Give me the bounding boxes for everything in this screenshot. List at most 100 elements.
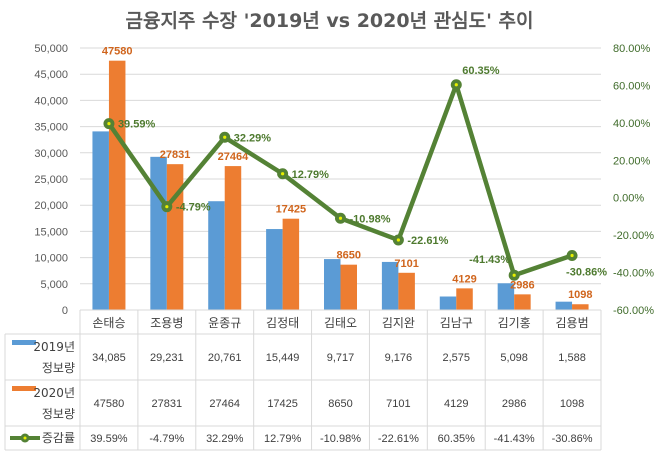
table-cell-2019: 1,588 [558,352,586,364]
table-cell-2019: 29,231 [150,352,184,364]
table-cell-2020: 17425 [267,398,298,410]
bar-2019 [497,283,515,310]
table-cell-2020: 8650 [328,398,352,410]
table-cell-2020: 7101 [386,398,410,410]
y-left-tick-label: 5,000 [40,279,68,291]
bar-2019 [208,201,225,310]
data-label-rate: -30.86% [566,266,607,278]
bar-2019 [555,301,573,310]
bar-2019 [439,296,457,310]
category-label: 김기홍 [498,316,531,330]
bar-2019 [266,229,283,310]
bar-2020 [398,272,415,310]
legend-label-2020: 2020년 [33,386,75,400]
legend-label-2019: 정보량 [42,361,75,375]
bar-2020 [572,304,589,310]
rate-marker-dot [223,135,227,139]
data-label-rate: -4.79% [176,202,211,214]
rate-marker-dot [570,253,574,258]
y-right-tick-label: 80.00% [613,43,651,55]
table-cell-2020: 1098 [560,398,584,410]
data-label-2020: 8650 [337,250,361,262]
data-label-rate: 60.35% [462,65,500,77]
category-label: 손태승 [92,316,125,330]
y-right-tick-label: -20.00% [613,230,654,242]
table-cell-2019: 9,176 [385,352,413,364]
category-label: 김정태 [266,316,299,330]
data-label-2020: 2986 [510,279,534,291]
y-left-tick-label: 15,000 [34,226,68,238]
category-label: 조용병 [150,316,183,330]
table-cell-2020: 27831 [152,398,183,410]
data-label-2020: 4129 [452,273,476,285]
bar-2020 [456,288,473,310]
table-cell-rate: 60.35% [438,433,476,445]
data-label-rate: 39.59% [118,119,156,131]
table-cell-rate: -30.86% [552,433,593,445]
category-label: 윤종규 [208,316,241,330]
category-label: 김지완 [382,316,415,330]
y-right-tick-label: 40.00% [613,118,651,130]
legend-label-2020: 정보량 [42,407,75,421]
table-cell-2020: 4129 [444,398,468,410]
table-cell-2020: 47580 [94,398,125,410]
y-left-tick-label: 40,000 [34,95,68,107]
y-right-tick-label: -60.00% [613,305,654,317]
table-cell-rate: 12.79% [264,433,302,445]
data-label-2020: 7101 [394,258,418,270]
table-cell-rate: 32.29% [206,433,244,445]
bar-2020 [166,164,184,310]
data-label-rate: 32.29% [234,132,272,144]
legend-key-2020 [12,386,36,391]
bar-2019 [92,131,109,310]
table-cell-2020: 27464 [209,398,240,410]
table-cell-rate: 39.59% [90,433,128,445]
bar-2019 [324,259,341,310]
category-label: 김용범 [555,316,588,330]
y-right-tick-label: 60.00% [613,80,651,92]
rate-marker-dot [107,122,111,126]
y-left-tick-label: 25,000 [34,174,68,186]
data-label-2020: 1098 [568,289,592,301]
rate-marker-dot [396,238,400,242]
data-label-2020: 27831 [160,149,191,161]
y-left-tick-label: 50,000 [34,43,68,55]
rate-marker-dot [454,83,458,87]
table-cell-rate: -10.98% [320,433,361,445]
bar-2020 [514,294,531,310]
legend-label-rate: 증감률 [42,431,75,445]
y-left-tick-label: 10,000 [34,253,68,265]
y-left-tick-label: 20,000 [34,200,68,212]
table-cell-rate: -41.43% [494,433,535,445]
legend-key-2019 [12,340,36,345]
chart-title: 금융지주 수장 '2019년 vs 2020년 관심도' 추이 [125,10,534,32]
bar-2019 [150,156,167,310]
category-label: 김남구 [440,316,473,330]
table-cell-rate: -22.61% [378,433,419,445]
y-left-tick-label: 35,000 [34,122,68,134]
bar-2020 [224,166,242,310]
table-cell-2019: 9,717 [327,352,355,364]
data-label-rate: 12.79% [292,169,330,181]
data-label-rate: -22.61% [407,235,448,247]
y-right-tick-label: -40.00% [613,268,654,280]
y-left-tick-label: 45,000 [34,69,68,81]
y-left-tick-label: 30,000 [34,148,68,160]
legend-label-2019: 2019년 [33,340,75,354]
data-label-2020: 17425 [276,204,307,216]
bar-2020 [108,60,126,310]
data-label-rate: -41.43% [469,254,510,266]
data-label-2020: 27464 [218,151,249,163]
rate-marker-dot [165,205,169,209]
table-cell-2019: 2,575 [443,352,471,364]
bar-2020 [340,264,357,310]
table-cell-2019: 5,098 [500,352,528,364]
category-label: 김태오 [324,316,357,330]
data-label-2020: 47580 [102,46,133,58]
bar-2020 [282,218,300,310]
legend-key-rate-dot [23,436,27,440]
table-cell-2019: 20,761 [208,352,242,364]
rate-marker-dot [281,172,285,176]
bar-2019 [381,261,399,310]
